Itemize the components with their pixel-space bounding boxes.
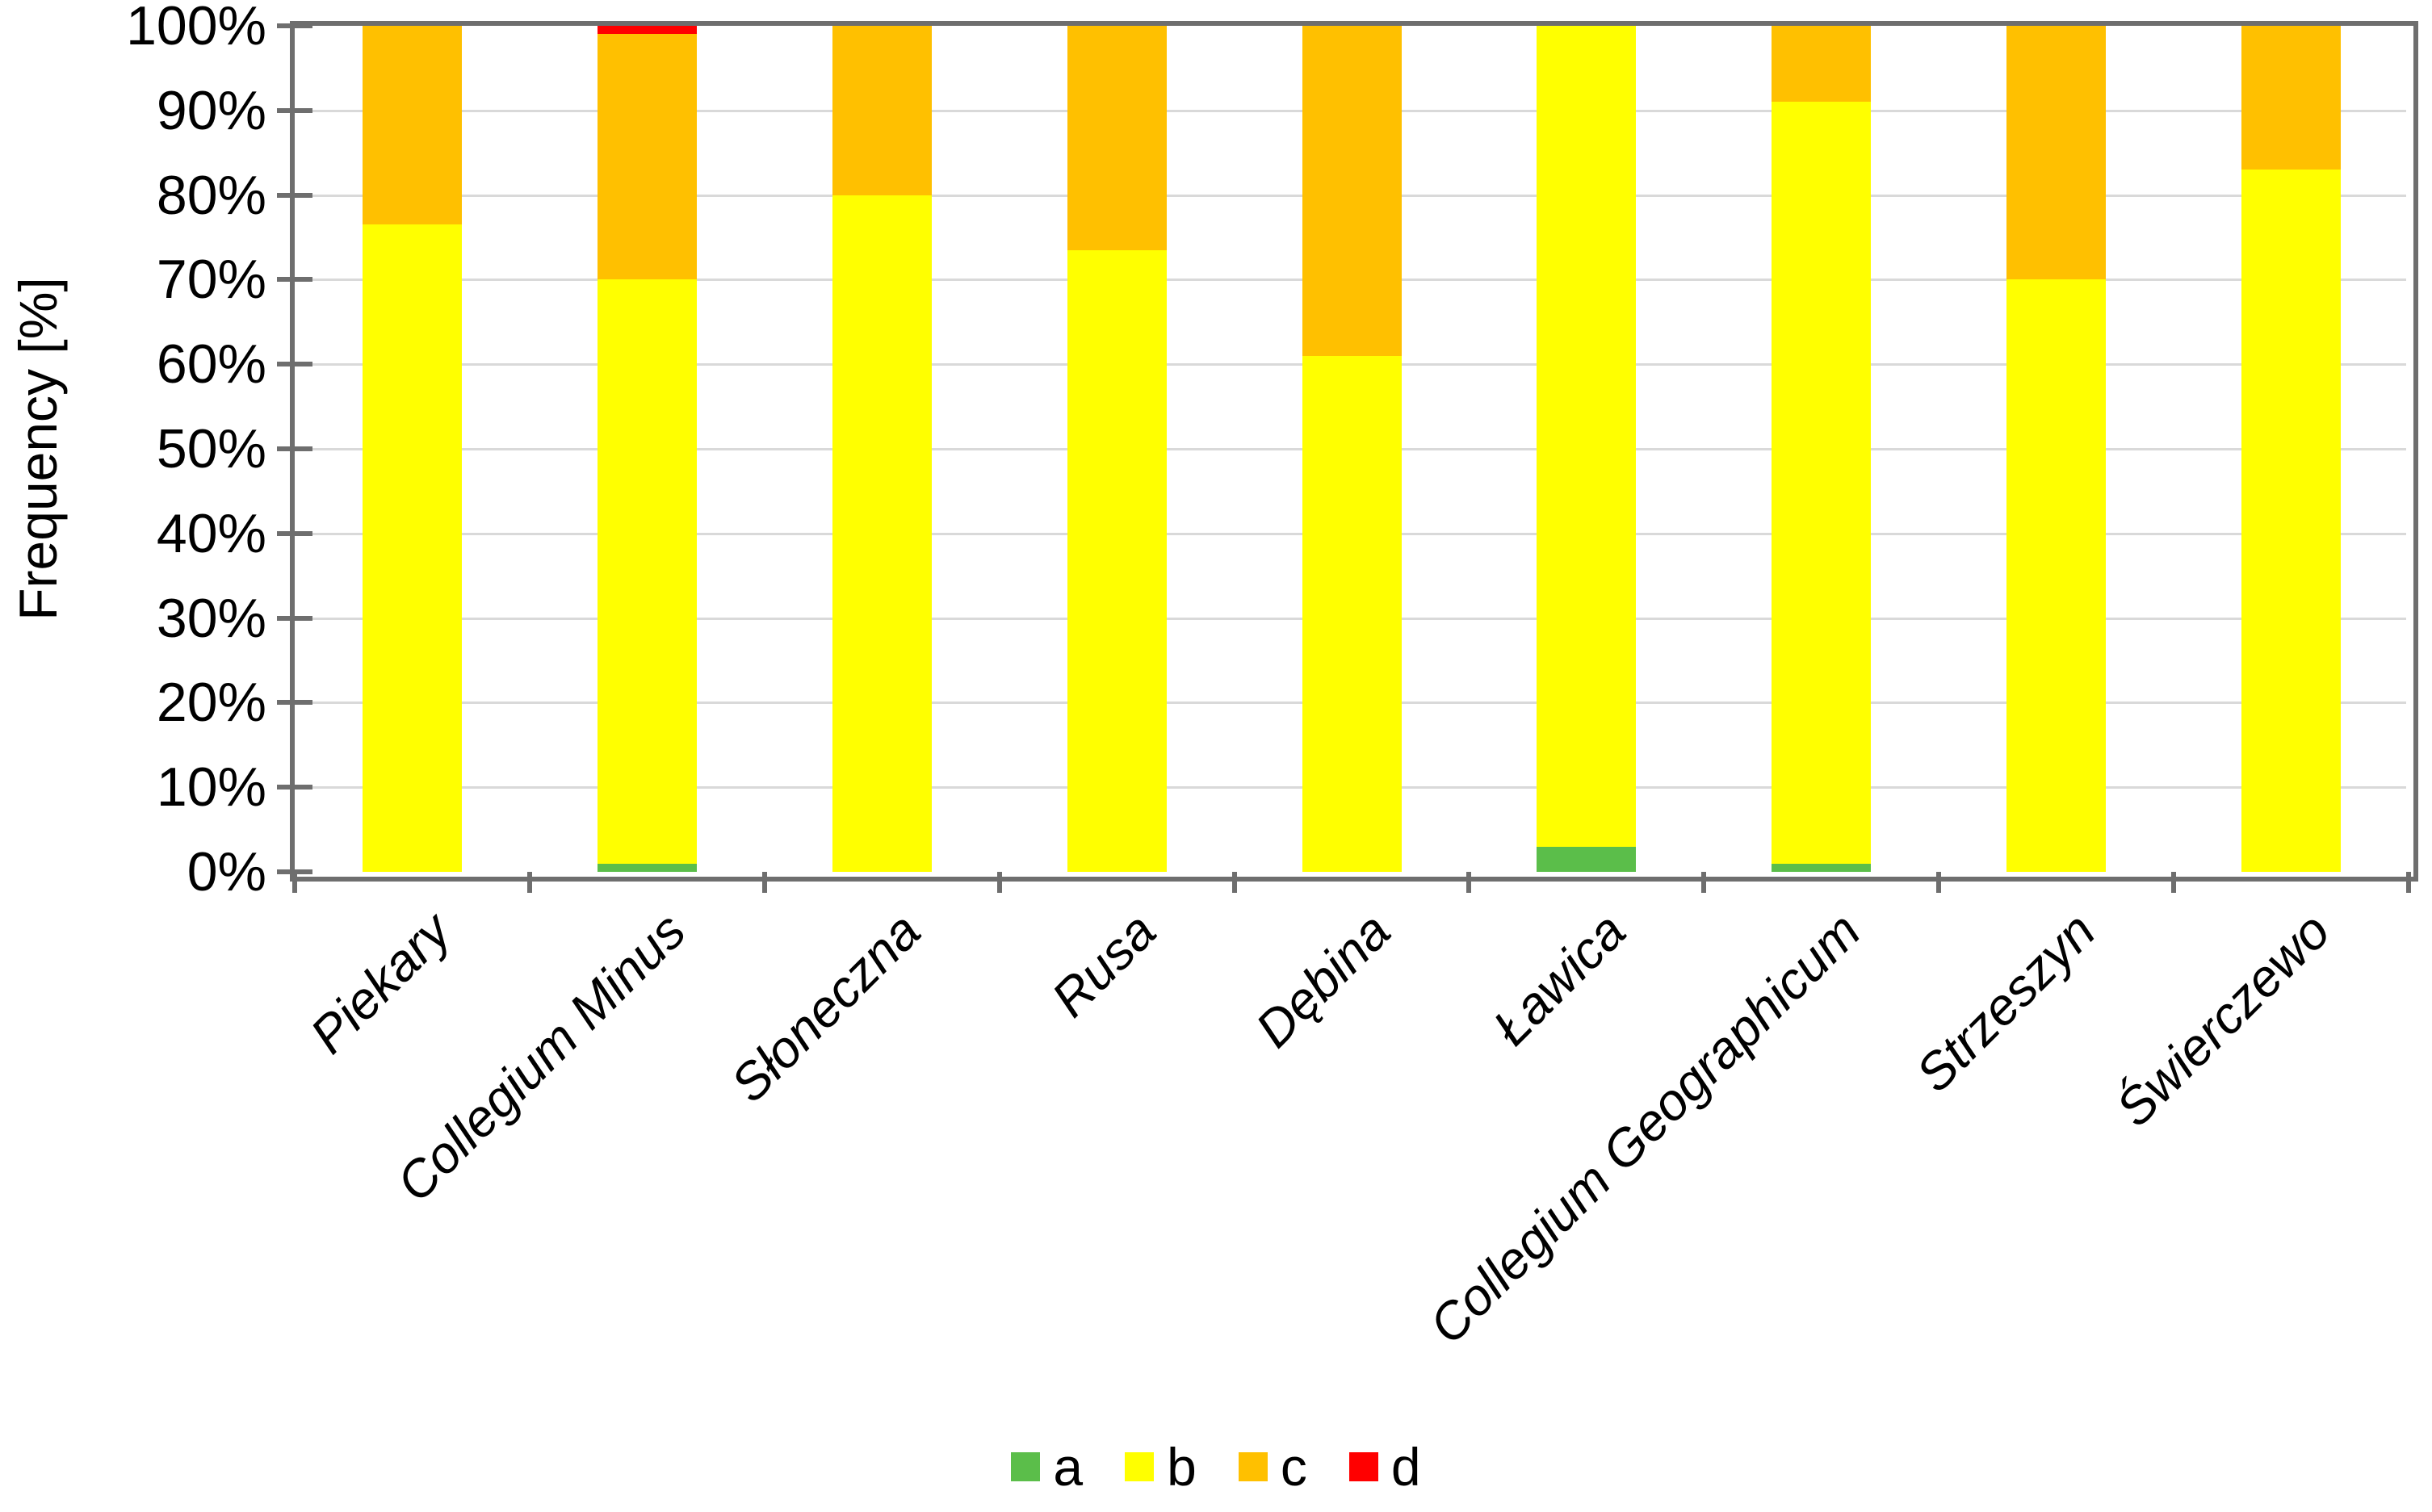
x-category-label-0: Piekary [299,901,463,1065]
bar-segment-b-0 [362,224,462,872]
y-tick-label-30: 30% [156,587,266,649]
x-tick-1 [526,872,532,893]
x-category-label-3: Rusa [1040,901,1167,1028]
x-category-label-6: Collegium Geographicum [1417,901,1872,1355]
bar-segment-b-8 [2241,170,2342,872]
y-tick-label-100: 100% [126,0,266,57]
y-tick-60 [277,362,312,367]
x-category-label-2: Słoneczna [719,901,932,1113]
bar-segment-c-1 [597,34,697,280]
x-category-label-5: Ławica [1481,901,1637,1057]
y-tick-label-40: 40% [156,502,266,564]
legend-item-b: b [1125,1439,1197,1495]
x-category-label-8: Świerczewo [2104,901,2342,1138]
y-tick-label-20: 20% [156,672,266,734]
y-tick-label-70: 70% [156,249,266,311]
y-tick-label-90: 90% [156,79,266,141]
y-tick-20 [277,700,312,706]
bar-segment-c-8 [2241,26,2342,170]
x-tick-5 [1466,872,1472,893]
x-tick-7 [1936,872,1942,893]
legend: a b c d [0,1439,2432,1495]
x-category-label-4: Dębina [1244,901,1402,1059]
legend-label-a: a [1053,1437,1084,1497]
bar-segment-b-4 [1302,355,1402,872]
x-tick-4 [1231,872,1237,893]
y-tick-30 [277,615,312,621]
bar-segment-c-3 [1067,26,1167,250]
bar-segment-a-6 [1772,863,1872,872]
y-tick-label-10: 10% [156,756,266,819]
legend-label-c: c [1280,1437,1307,1497]
legend-swatch-c [1238,1452,1268,1481]
bar-segment-b-5 [1537,26,1637,847]
x-tick-0 [292,872,297,893]
legend-label-d: d [1390,1437,1421,1497]
bar-segment-b-2 [832,195,932,872]
y-tick-label-0: 0% [187,841,266,903]
x-tick-8 [2171,872,2177,893]
bar-segment-b-3 [1067,249,1167,872]
x-tick-6 [1701,872,1707,893]
y-tick-100 [277,23,312,28]
bar-segment-c-2 [832,26,932,195]
x-category-label-7: Strzeszyn [1904,901,2107,1104]
y-tick-label-80: 80% [156,164,266,226]
legend-swatch-d [1348,1452,1378,1481]
legend-item-c: c [1238,1437,1307,1497]
y-tick-40 [277,530,312,536]
x-tick-3 [996,872,1002,893]
bar-segment-b-1 [597,279,697,864]
y-tick-label-60: 60% [156,333,266,396]
legend-swatch-b [1125,1452,1155,1481]
bar-segment-c-4 [1302,26,1402,356]
bar-segment-c-6 [1772,26,1872,103]
x-tick-2 [761,872,767,893]
y-tick-90 [277,107,312,113]
legend-swatch-a [1011,1452,1041,1481]
bar-segment-a-5 [1537,846,1637,872]
legend-label-b: b [1167,1437,1197,1497]
y-tick-50 [277,446,312,451]
bar-segment-d-1 [597,26,697,35]
bar-segment-b-6 [1772,102,1872,864]
y-tick-70 [277,277,312,283]
bar-segment-c-7 [2006,26,2107,280]
y-tick-10 [277,785,312,790]
bar-segment-a-1 [597,863,697,872]
legend-item-a: a [1011,1439,1083,1495]
bar-segment-b-7 [2006,279,2107,872]
x-tick-9 [2406,872,2411,893]
y-tick-label-50: 50% [156,418,266,480]
bar-segment-c-0 [362,26,462,225]
legend-item-d: d [1348,1437,1421,1497]
y-tick-80 [277,192,312,198]
